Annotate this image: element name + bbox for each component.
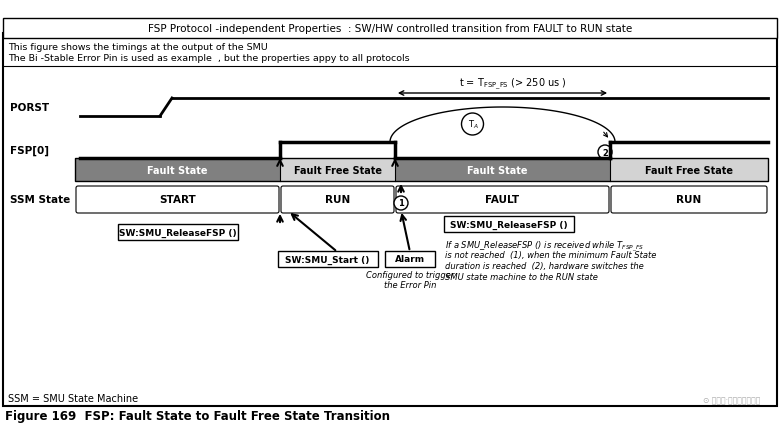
FancyBboxPatch shape [611, 187, 767, 213]
Text: This figure shows the timings at the output of the SMU: This figure shows the timings at the out… [8, 43, 268, 52]
Bar [75, 158, 280, 181]
Bar [280, 158, 395, 181]
Text: The Bi -Stable Error Pin is used as example  , but the properties appy to all pr: The Bi -Stable Error Pin is used as exam… [8, 54, 410, 63]
Text: RUN: RUN [325, 195, 350, 205]
Text: START: START [159, 195, 196, 205]
Bar [610, 158, 768, 181]
FancyBboxPatch shape [118, 225, 237, 240]
Text: FSP Protocol -independent Properties  : SW/HW controlled transition from FAULT t: FSP Protocol -independent Properties : S… [148, 24, 632, 34]
FancyBboxPatch shape [385, 251, 435, 268]
Text: T$_A$: T$_A$ [468, 118, 479, 131]
FancyBboxPatch shape [281, 187, 394, 213]
FancyBboxPatch shape [396, 187, 609, 213]
Text: Configured to trigger: Configured to trigger [366, 271, 454, 279]
Text: SW:SMU_Start (): SW:SMU_Start () [285, 255, 370, 264]
Text: FSP[0]: FSP[0] [10, 146, 49, 156]
Text: PORST: PORST [10, 103, 49, 113]
Text: FAULT: FAULT [485, 195, 519, 205]
Text: SMU state machine to the RUN state: SMU state machine to the RUN state [445, 272, 598, 281]
Text: ⊙ 公众号·汽车电子嵌入式: ⊙ 公众号·汽车电子嵌入式 [703, 396, 760, 405]
Text: SW:SMU_ReleaseFSP (): SW:SMU_ReleaseFSP () [450, 220, 568, 229]
Text: Fault Free State: Fault Free State [645, 165, 733, 175]
FancyBboxPatch shape [278, 251, 378, 268]
FancyBboxPatch shape [444, 216, 574, 233]
Circle shape [394, 196, 408, 210]
Text: duration is reached  (2), hardware switches the: duration is reached (2), hardware switch… [445, 262, 644, 271]
Text: Fault State: Fault State [147, 165, 207, 175]
FancyBboxPatch shape [76, 187, 279, 213]
FancyBboxPatch shape [3, 19, 777, 39]
Text: the Error Pin: the Error Pin [384, 280, 436, 289]
Text: 1: 1 [398, 199, 404, 208]
Text: Alarm: Alarm [395, 255, 425, 264]
Text: is not reached  (1), when the minimum Fault State: is not reached (1), when the minimum Fau… [445, 250, 657, 259]
Text: SW:SMU_ReleaseFSP (): SW:SMU_ReleaseFSP () [119, 228, 236, 237]
Text: SSM State: SSM State [10, 195, 70, 205]
Text: 2: 2 [602, 148, 608, 157]
FancyBboxPatch shape [3, 34, 777, 406]
Text: RUN: RUN [676, 195, 702, 205]
Text: Fault State: Fault State [467, 165, 528, 175]
Text: t = T$_{\mathregular{FSP\_FS}}$ (> 250 us ): t = T$_{\mathregular{FSP\_FS}}$ (> 250 u… [459, 77, 566, 92]
Text: If a SMU_ReleaseFSP () is received while T$_{\mathregular{FSP\_FS}}$: If a SMU_ReleaseFSP () is received while… [445, 239, 644, 254]
Bar [75, 158, 768, 181]
Text: Figure 169  FSP: Fault State to Fault Free State Transition: Figure 169 FSP: Fault State to Fault Fre… [5, 409, 390, 423]
Bar [395, 158, 610, 181]
Text: Fault Free State: Fault Free State [293, 165, 381, 175]
Text: SSM = SMU State Machine: SSM = SMU State Machine [8, 393, 138, 403]
Circle shape [598, 146, 612, 160]
